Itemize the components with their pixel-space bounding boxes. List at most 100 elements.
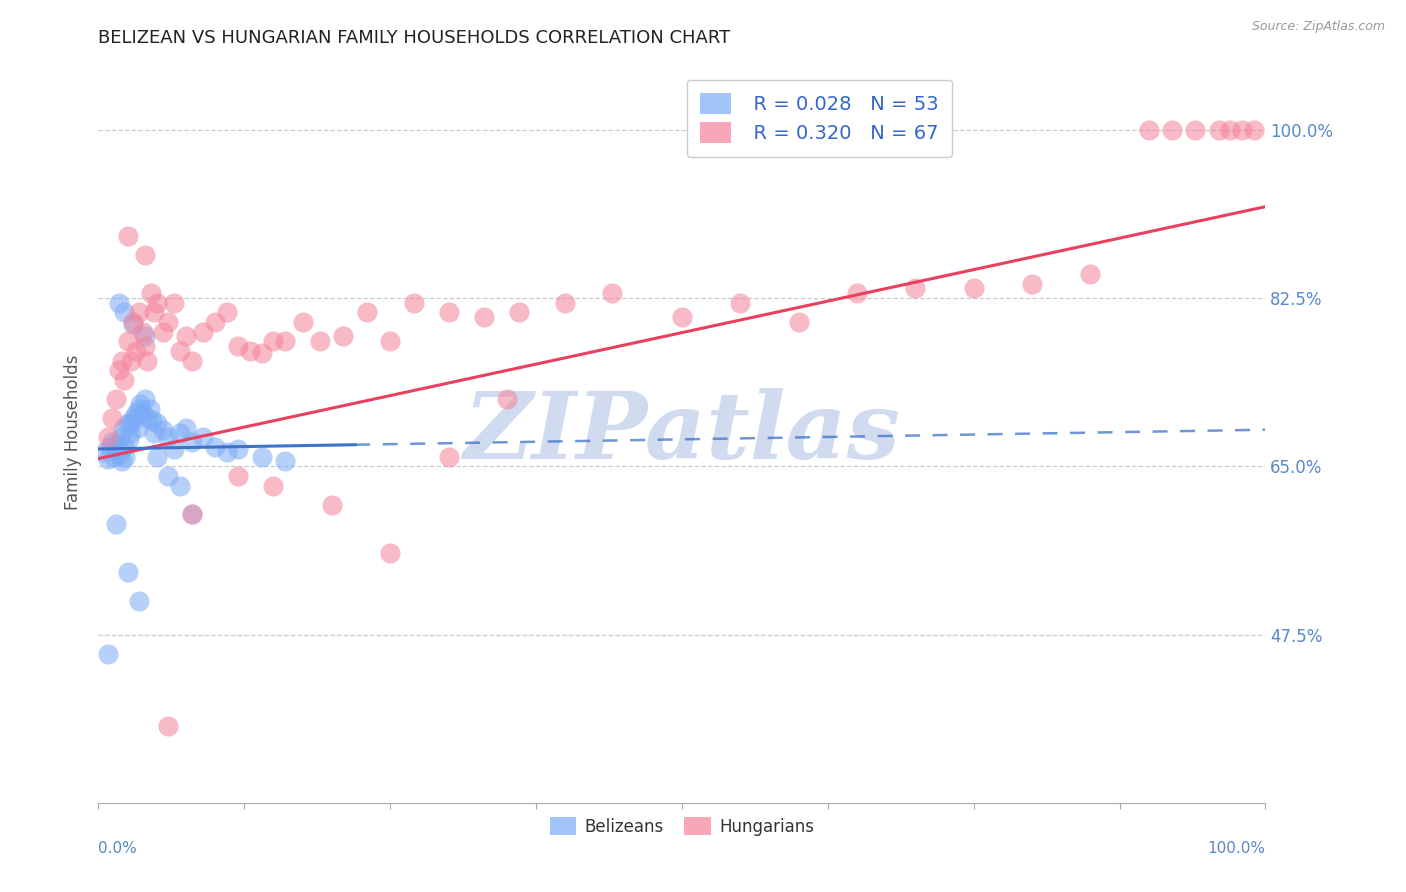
Point [129,397,152,411]
Point [143,425,166,440]
Point [117,228,139,243]
Point [104,392,127,406]
Point [787,315,810,329]
Point [125,343,148,358]
Point [139,401,162,416]
Point [117,334,139,349]
Point [174,329,197,343]
Point [904,281,927,295]
Y-axis label: Family Households: Family Households [65,355,83,510]
Point [118,425,141,440]
Point [321,498,343,512]
Point [111,421,134,435]
Point [1230,122,1253,136]
Point [120,416,142,430]
Point [193,325,215,339]
Point [437,305,460,319]
Point [146,295,169,310]
Point [1137,122,1160,136]
Point [169,478,191,492]
Point [228,469,250,483]
Point [1161,122,1184,136]
Point [108,363,131,377]
Point [157,469,180,483]
Point [112,440,135,454]
Point [204,440,226,454]
Point [98,440,121,454]
Point [101,435,124,450]
Point [146,416,169,430]
Point [274,334,297,349]
Point [112,305,135,319]
Point [496,392,519,406]
Point [169,343,191,358]
Point [962,281,984,295]
Point [356,305,378,319]
Point [169,425,191,440]
Point [97,430,120,444]
Point [180,508,202,522]
Point [139,286,162,301]
Point [309,334,332,349]
Point [180,508,202,522]
Point [380,546,402,560]
Point [134,392,156,406]
Point [157,315,180,329]
Point [332,329,354,343]
Point [134,329,156,343]
Point [128,594,150,608]
Point [97,647,120,661]
Point [228,339,250,353]
Point [1243,122,1265,136]
Point [111,353,134,368]
Point [104,516,127,531]
Point [127,421,149,435]
Point [250,346,273,360]
Point [128,401,150,416]
Point [554,295,576,310]
Point [600,286,623,301]
Point [134,248,156,262]
Point [193,430,215,444]
Point [108,448,131,462]
Text: Source: ZipAtlas.com: Source: ZipAtlas.com [1251,20,1385,33]
Text: 0.0%: 0.0% [98,841,138,856]
Point [402,295,425,310]
Legend: Belizeans, Hungarians: Belizeans, Hungarians [543,811,821,843]
Point [250,450,273,464]
Point [152,423,174,437]
Point [104,442,127,456]
Point [136,353,159,368]
Point [117,416,139,430]
Point [671,310,693,325]
Point [122,315,145,329]
Point [112,373,135,387]
Point [291,315,314,329]
Point [105,438,128,452]
Point [472,310,495,325]
Point [110,430,132,444]
Point [132,406,155,420]
Text: 100.0%: 100.0% [1208,841,1265,856]
Point [120,353,142,368]
Point [1184,122,1206,136]
Point [103,450,125,464]
Point [1208,122,1230,136]
Point [143,305,166,319]
Text: ZIPatlas: ZIPatlas [464,388,900,477]
Point [152,325,174,339]
Point [97,451,120,466]
Point [730,295,752,310]
Point [125,406,148,420]
Point [128,305,150,319]
Point [174,421,197,435]
Point [93,445,115,459]
Point [262,334,284,349]
Point [134,339,156,353]
Point [204,315,226,329]
Point [141,413,163,427]
Point [118,433,141,447]
Point [108,295,131,310]
Point [180,353,202,368]
Point [122,317,145,331]
